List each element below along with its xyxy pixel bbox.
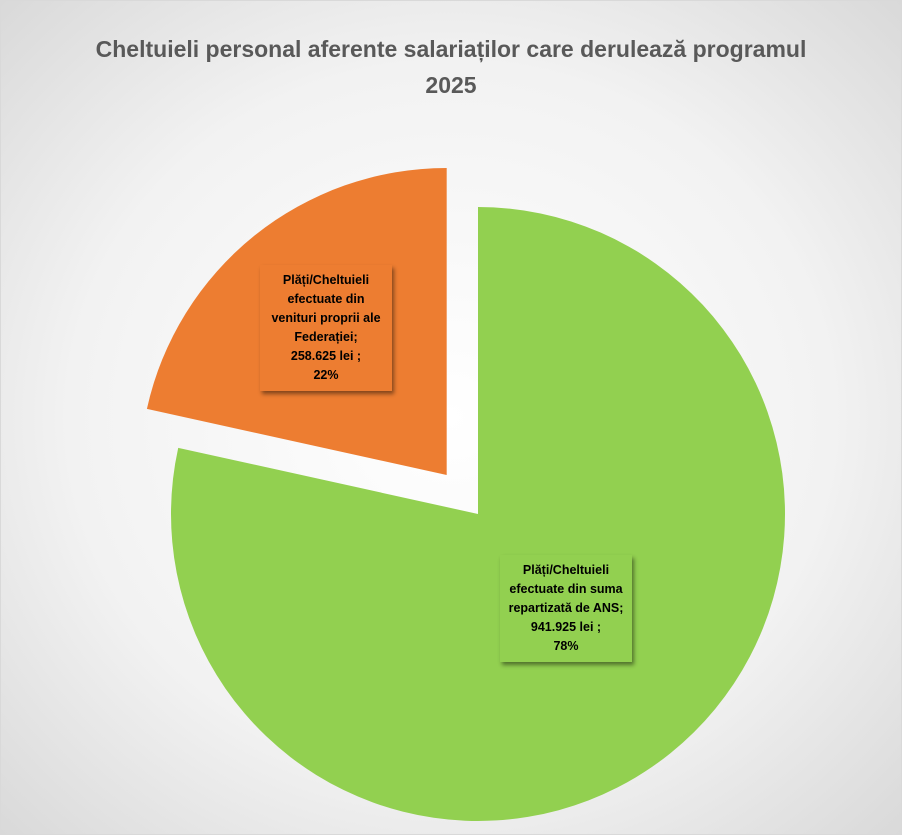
label-text: Plăți/Cheltuieli efectuate din suma repa… [508,562,624,615]
data-label: Plăți/Cheltuieli efectuate din venituri … [260,265,392,391]
label-text: 941.925 lei ; [530,619,602,634]
label-text: 22% [313,368,339,382]
subtitle: 2025 [425,72,477,98]
pie-slice [171,207,785,821]
label-text: 258.625 lei ; [290,349,362,363]
title: Cheltuieli personal aferente salariațilo… [95,36,807,62]
label-text: 78% [553,638,579,653]
data-label: Plăți/Cheltuieli efectuate din suma repa… [500,554,632,662]
chart-title: Cheltuieli personal aferente salariațilo… [91,31,811,103]
label-text: Plăți/Cheltuieli efectuate din venituri … [271,273,381,344]
